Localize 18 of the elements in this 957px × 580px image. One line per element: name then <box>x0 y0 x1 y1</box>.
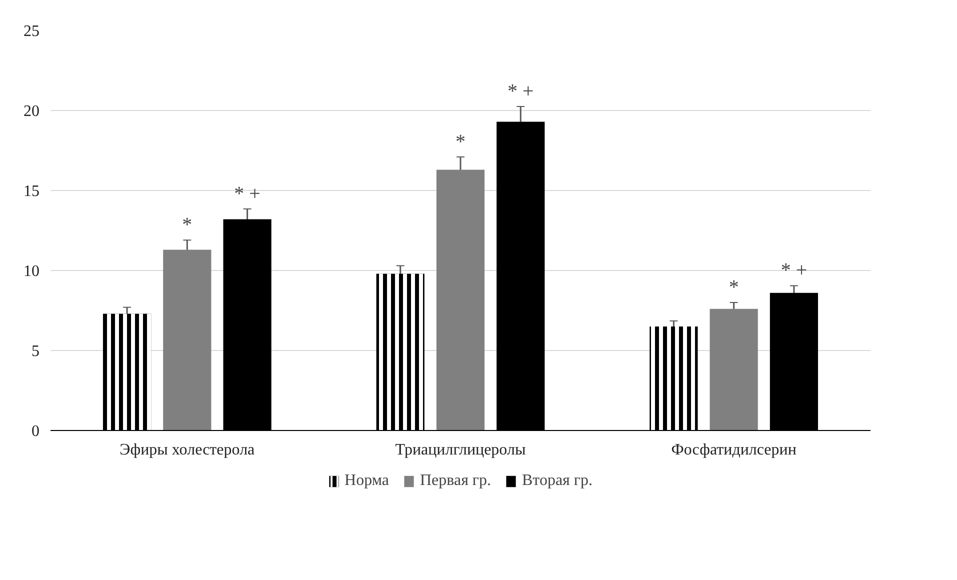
x-tick-label: Фосфатидилсерин <box>671 442 797 458</box>
y-tick-label: 10 <box>24 263 40 280</box>
x-tick-label: Эфиры холестерола <box>120 442 255 458</box>
annotation: * <box>728 276 739 298</box>
annotation: * <box>182 214 192 236</box>
y-tick-label: 25 <box>24 23 40 40</box>
y-tick-label: 5 <box>32 343 40 360</box>
y-tick-label: 20 <box>24 103 40 120</box>
legend-label: Вторая гр. <box>522 472 592 490</box>
annotation: * + <box>780 260 808 282</box>
x-tick-label: Триацилглицеролы <box>395 442 526 458</box>
annotation: * + <box>507 80 534 102</box>
y-tick-label: 15 <box>24 183 40 200</box>
annotation: * + <box>234 182 260 205</box>
annotation: * <box>456 130 466 153</box>
legend-label: Первая гр. <box>420 472 491 490</box>
y-tick-label: 0 <box>32 423 40 440</box>
legend-label: Норма <box>344 472 389 490</box>
